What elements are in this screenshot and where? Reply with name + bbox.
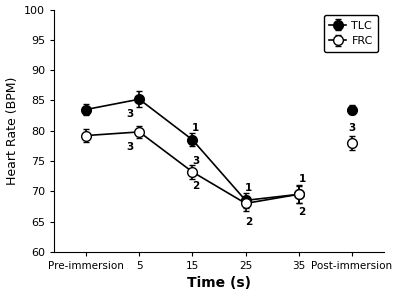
Legend: TLC, FRC: TLC, FRC [324,15,378,52]
Text: 1: 1 [298,174,306,184]
Y-axis label: Heart Rate (BPM): Heart Rate (BPM) [6,77,18,185]
Text: 3: 3 [348,123,356,133]
X-axis label: Time (s): Time (s) [187,276,251,290]
Text: 2: 2 [245,217,252,226]
Text: 1: 1 [192,123,199,133]
Text: 3: 3 [126,109,133,119]
Text: 3: 3 [192,156,199,166]
Text: 1: 1 [245,183,252,193]
Text: 2: 2 [298,207,306,218]
Text: 3: 3 [126,142,133,152]
Text: 2: 2 [192,181,199,191]
